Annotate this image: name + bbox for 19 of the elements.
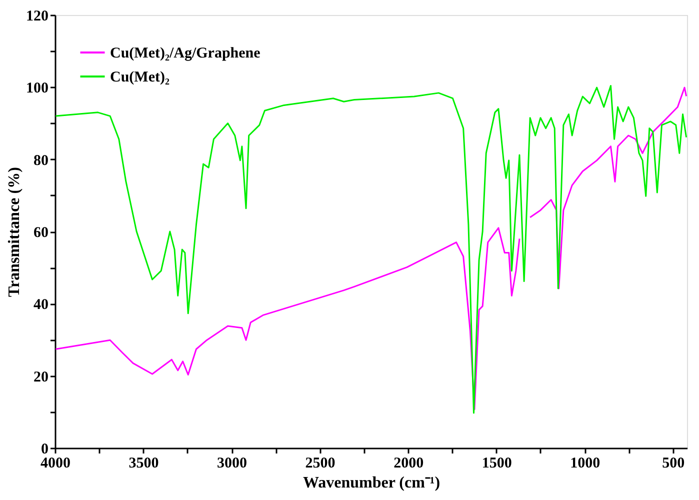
y-axis-title: Transmittance (%) bbox=[6, 167, 23, 297]
x-tick-label: 3000 bbox=[217, 456, 248, 472]
y-tick-label: 40 bbox=[34, 297, 48, 314]
x-tick-label: 2500 bbox=[305, 456, 336, 472]
y-tick-label: 80 bbox=[34, 152, 48, 169]
legend-label: Cu(Met)₂ bbox=[110, 70, 170, 86]
y-tick-label: 0 bbox=[41, 442, 48, 458]
x-tick-label: 1000 bbox=[570, 456, 600, 472]
x-axis-title: Wavenumber (cm⁻¹) bbox=[302, 474, 440, 492]
y-tick-label: 60 bbox=[34, 225, 48, 241]
legend-label: Cu(Met)₂/Ag/Graphene bbox=[110, 46, 261, 62]
y-tick-label: 20 bbox=[34, 369, 48, 386]
x-tick-label: 2000 bbox=[394, 456, 424, 472]
x-tick-label: 3500 bbox=[128, 456, 159, 472]
x-tick-label: 500 bbox=[662, 456, 685, 472]
y-tick-label: 100 bbox=[26, 80, 48, 97]
y-tick-label: 120 bbox=[26, 8, 48, 24]
x-tick-label: 4000 bbox=[40, 456, 70, 472]
x-tick-label: 1500 bbox=[482, 456, 512, 472]
